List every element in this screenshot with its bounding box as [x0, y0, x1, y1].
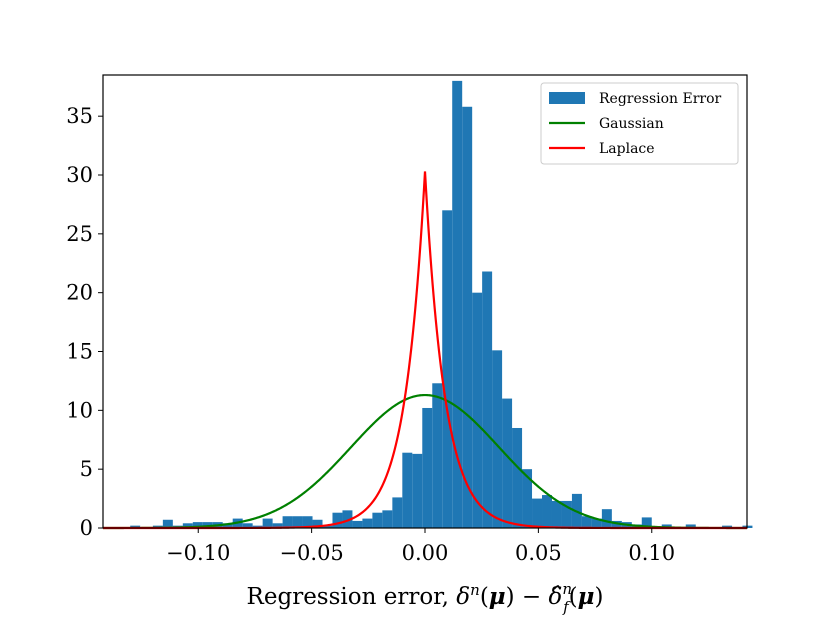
histogram-bar-8 — [222, 523, 233, 528]
x-tick-label: 0.00 — [402, 541, 449, 565]
histogram-bar-25 — [392, 497, 403, 528]
legend-label: Regression Error — [599, 91, 722, 107]
histogram-bar-2 — [162, 519, 173, 528]
histogram-bar-23 — [372, 512, 383, 528]
histogram-bars — [130, 80, 753, 529]
histogram-bar-13 — [272, 523, 283, 528]
histogram-bar-30 — [442, 210, 453, 528]
histogram-bar-40 — [542, 495, 552, 528]
histogram-bar-22 — [362, 518, 373, 528]
histogram-bar-27 — [412, 453, 423, 528]
histogram-bar-39 — [532, 498, 543, 528]
y-tick-label: 10 — [66, 398, 93, 422]
xlabel-sub-f: f — [562, 598, 571, 616]
histogram-bar-6 — [202, 522, 213, 528]
y-tick-label: 5 — [80, 457, 93, 481]
histogram-bar-24 — [382, 510, 393, 528]
y-tick-label: 30 — [66, 163, 93, 187]
xlabel-hat-delta: δ̂ — [549, 584, 563, 610]
xlabel-sup-n: n — [562, 580, 572, 598]
histogram-bar-4 — [182, 523, 193, 528]
gaussian-curve — [103, 393, 747, 530]
xlabel-paren: ( — [569, 584, 578, 610]
xlabel-paren: ) — [594, 584, 603, 610]
histogram-bar-42 — [561, 500, 572, 528]
histogram-bar-41 — [551, 500, 562, 528]
histogram-bar-21 — [352, 520, 363, 528]
y-tick-label: 15 — [66, 340, 93, 364]
histogram-bar-47 — [611, 520, 622, 528]
histogram-bar-50 — [641, 517, 652, 528]
y-tick-label: 25 — [66, 222, 93, 246]
x-axis-ticks: −0.10 −0.05 0.00 0.05 0.10 — [166, 528, 675, 565]
histogram-bar-34 — [482, 271, 493, 528]
histogram-bar-0 — [130, 525, 141, 528]
x-tick-label: 0.05 — [515, 541, 562, 565]
xlabel-paren: ) — [506, 584, 515, 610]
histogram-bar-52 — [661, 524, 672, 528]
histogram-bar-29 — [432, 383, 443, 528]
histogram-bar-31 — [452, 80, 463, 528]
y-tick-label: 20 — [66, 281, 93, 305]
y-axis-ticks: 0 5 10 15 20 25 30 35 — [66, 104, 103, 540]
histogram-bar-14 — [282, 516, 293, 528]
histogram-bar-36 — [502, 398, 513, 528]
histogram-bar-54 — [722, 525, 733, 528]
histogram-bar-15 — [292, 516, 303, 528]
xlabel-delta: δ — [456, 584, 470, 610]
histogram-bar-17 — [312, 519, 323, 528]
histogram-bar-26 — [402, 452, 413, 528]
histogram-bar-37 — [512, 427, 523, 528]
histogram-bar-12 — [262, 518, 273, 528]
legend-box — [540, 82, 739, 165]
histogram-bar-16 — [302, 516, 313, 528]
x-tick-label: −0.05 — [279, 541, 343, 565]
legend-swatch-regression-error — [549, 92, 585, 104]
xlabel-sup-n: n — [470, 581, 480, 599]
y-tick-label: 0 — [80, 516, 93, 540]
histogram-bar-38 — [522, 469, 533, 528]
histogram-bar-19 — [332, 512, 343, 528]
histogram-bar-35 — [492, 350, 503, 528]
histogram-bar-10 — [242, 523, 253, 528]
legend-label: Gaussian — [599, 116, 664, 132]
histogram-bar-45 — [591, 518, 602, 528]
x-tick-label: 0.10 — [628, 541, 675, 565]
histogram-bar-46 — [601, 509, 612, 528]
histogram-bar-32 — [462, 106, 473, 529]
histogram-bar-44 — [581, 516, 592, 528]
histogram-bar-28 — [422, 407, 433, 528]
legend: Regression Error Gaussian Laplace — [540, 82, 739, 165]
xlabel-mu: μ — [489, 583, 506, 610]
histogram-bar-20 — [342, 510, 353, 528]
xlabel-minus: − — [515, 584, 549, 610]
legend-label: Laplace — [599, 141, 655, 157]
xlabel-paren: ( — [480, 584, 489, 610]
histogram-bar-33 — [472, 292, 483, 528]
x-axis-label: Regression error, δn(μ) − δ̂n f(μ) — [247, 580, 604, 616]
y-tick-label: 35 — [66, 104, 93, 128]
xlabel-mu: μ — [578, 583, 595, 610]
x-tick-label: −0.10 — [166, 541, 230, 565]
xlabel-prefix: Regression error, — [247, 584, 457, 610]
histogram-bar-53 — [685, 524, 696, 528]
histogram-bar-18 — [322, 525, 333, 528]
histogram-bar-5 — [192, 522, 203, 528]
